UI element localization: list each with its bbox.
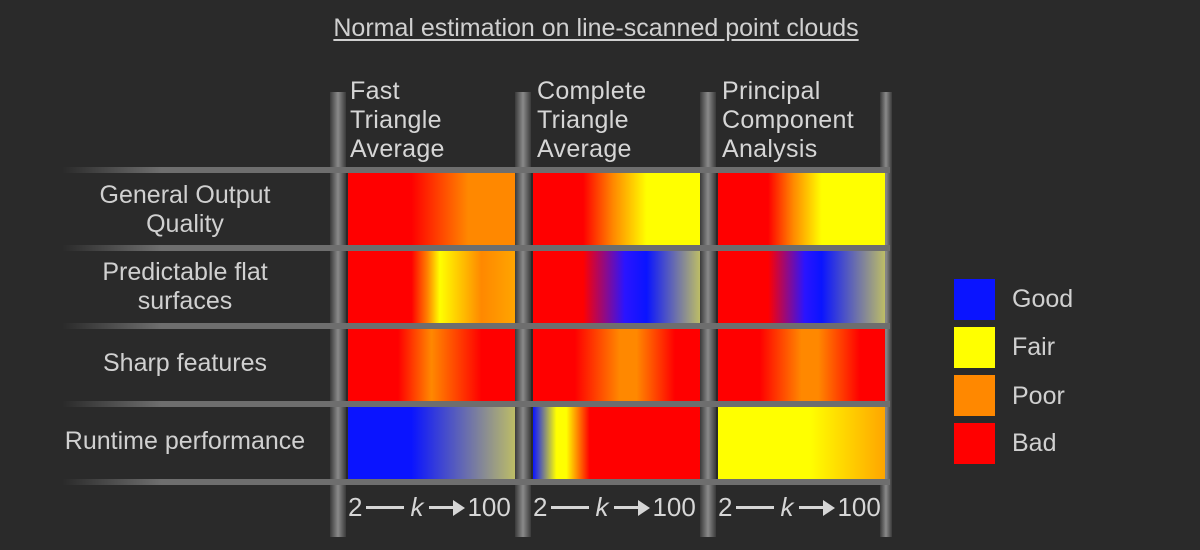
column-divider	[515, 92, 531, 537]
row-label-general-output-quality: General Output Quality	[99, 181, 271, 238]
legend-label-good: Good	[1012, 285, 1074, 313]
rating-cell	[348, 407, 515, 479]
row-divider	[62, 245, 890, 251]
rating-cell	[718, 407, 885, 479]
legend-swatch-bad	[954, 423, 995, 464]
rating-cell	[718, 329, 885, 401]
k-axis-variable: k	[780, 492, 794, 522]
column-header-complete-triangle-average: Complete Triangle Average	[537, 77, 647, 163]
rating-cell	[533, 173, 700, 245]
k-axis-start: 2	[533, 492, 548, 522]
k-axis-end: 100	[467, 492, 511, 522]
k-axis: 2 k 100	[718, 492, 881, 523]
diagram-title: Normal estimation on line-scanned point …	[333, 14, 859, 42]
column-divider	[700, 92, 716, 537]
k-axis-variable: k	[595, 492, 609, 522]
row-divider	[62, 323, 890, 329]
rating-cell	[348, 251, 515, 323]
row-divider	[62, 479, 890, 485]
k-axis-end: 100	[652, 492, 696, 522]
row-label-predictable-flat-surfaces: Predictable flat surfaces	[102, 258, 268, 315]
axis-line	[366, 506, 405, 509]
rating-cell	[533, 407, 700, 479]
column-divider	[330, 92, 346, 537]
row-divider	[62, 167, 890, 173]
rating-cell	[348, 329, 515, 401]
rating-cell	[533, 329, 700, 401]
column-header-principal-component-analysis: Principal Component Analysis	[722, 77, 854, 163]
axis-line	[736, 506, 775, 509]
k-axis-start: 2	[348, 492, 363, 522]
legend-label-bad: Bad	[1012, 429, 1057, 457]
k-axis: 2 k 100	[533, 492, 696, 523]
legend-label-fair: Fair	[1012, 333, 1056, 361]
arrow-right-icon	[429, 499, 466, 516]
row-divider	[62, 401, 890, 407]
k-axis-variable: k	[410, 492, 424, 522]
legend-swatch-fair	[954, 327, 995, 368]
rating-cell	[718, 251, 885, 323]
legend-label-poor: Poor	[1012, 382, 1065, 410]
k-axis-end: 100	[837, 492, 881, 522]
arrow-right-icon	[614, 499, 651, 516]
axis-line	[551, 506, 590, 509]
row-label-sharp-features: Sharp features	[103, 349, 267, 377]
arrow-right-icon	[799, 499, 836, 516]
k-axis: 2 k 100	[348, 492, 511, 523]
row-label-runtime-performance: Runtime performance	[64, 427, 306, 455]
column-header-fast-triangle-average: Fast Triangle Average	[350, 77, 445, 163]
rating-cell	[533, 251, 700, 323]
rating-cell	[718, 173, 885, 245]
k-axis-start: 2	[718, 492, 733, 522]
legend-swatch-poor	[954, 375, 995, 416]
legend-swatch-good	[954, 279, 995, 320]
rating-cell	[348, 173, 515, 245]
